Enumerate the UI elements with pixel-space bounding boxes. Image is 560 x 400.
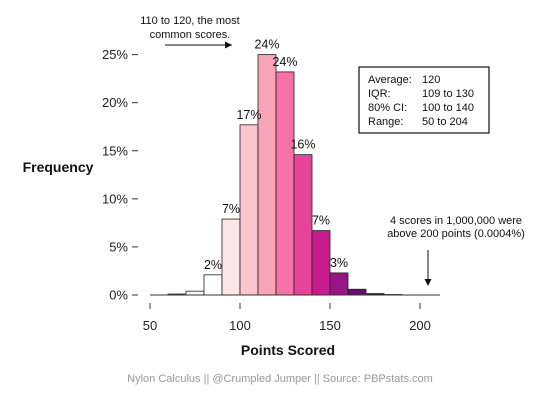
top-annotation: 110 to 120, the most common scores. bbox=[140, 15, 240, 49]
bar-value-label: 7% bbox=[222, 202, 240, 216]
histogram-bar bbox=[275, 71, 295, 296]
bar-value-label: 16% bbox=[290, 138, 315, 152]
histogram-bar bbox=[329, 272, 349, 296]
y-axis-title: Frequency bbox=[23, 159, 94, 175]
histogram-bar bbox=[311, 230, 331, 296]
x-tick-label: 100 bbox=[229, 318, 251, 333]
stats-box-frame bbox=[358, 66, 490, 134]
right-note-arrowhead bbox=[424, 279, 432, 286]
x-axis-title: Points Scored bbox=[241, 342, 335, 358]
stats-box: Average: 120 IQR: 109 to 130 80% CI: 100… bbox=[358, 66, 490, 134]
x-tick-label: 200 bbox=[409, 318, 431, 333]
bar-value-label: 7% bbox=[312, 214, 330, 228]
histogram-bar bbox=[239, 124, 259, 296]
y-tick-label: 20% bbox=[102, 95, 128, 110]
right-note-line-2: above 200 points (0.0004%) bbox=[387, 228, 525, 240]
top-note-line-1: 110 to 120, the most bbox=[140, 15, 239, 27]
right-note-line-1: 4 scores in 1,000,000 were bbox=[390, 215, 522, 227]
y-tick-label: 25% bbox=[102, 47, 128, 62]
y-tick-label: 15% bbox=[102, 143, 128, 158]
histogram-bar bbox=[257, 54, 277, 296]
stats-label-ci: 80% CI: bbox=[368, 102, 407, 114]
histogram-bar bbox=[221, 218, 241, 296]
bar-value-label: 2% bbox=[204, 258, 222, 272]
y-tick-label: 0% bbox=[109, 288, 128, 303]
stats-label-range: Range: bbox=[368, 116, 403, 128]
stats-label-average: Average: bbox=[368, 74, 412, 86]
stats-value-average: 120 bbox=[422, 74, 440, 86]
stats-value-range: 50 to 204 bbox=[422, 116, 468, 128]
histogram-bar bbox=[203, 274, 223, 296]
right-annotation: 4 scores in 1,000,000 were above 200 poi… bbox=[387, 215, 525, 286]
histogram-bar bbox=[185, 290, 205, 296]
bar-value-label: 17% bbox=[236, 108, 261, 122]
bar-value-label: 24% bbox=[254, 38, 279, 52]
stats-label-iqr: IQR: bbox=[368, 88, 391, 100]
x-tick-label: 50 bbox=[143, 318, 157, 333]
stats-value-ci: 100 to 140 bbox=[422, 102, 474, 114]
histogram-bar bbox=[347, 288, 367, 296]
bar-value-label: 3% bbox=[330, 256, 348, 270]
bar-value-label: 24% bbox=[272, 55, 297, 69]
top-note-line-2: common scores. bbox=[150, 29, 231, 41]
y-tick-label: 10% bbox=[102, 191, 128, 206]
footer-credit: Nylon Calculus || @Crumpled Jumper || So… bbox=[127, 373, 433, 385]
top-note-arrowhead bbox=[225, 41, 232, 49]
y-tick-label: 5% bbox=[109, 239, 128, 254]
histogram-bar bbox=[293, 154, 313, 296]
stats-value-iqr: 109 to 130 bbox=[422, 88, 474, 100]
x-tick-label: 150 bbox=[319, 318, 341, 333]
